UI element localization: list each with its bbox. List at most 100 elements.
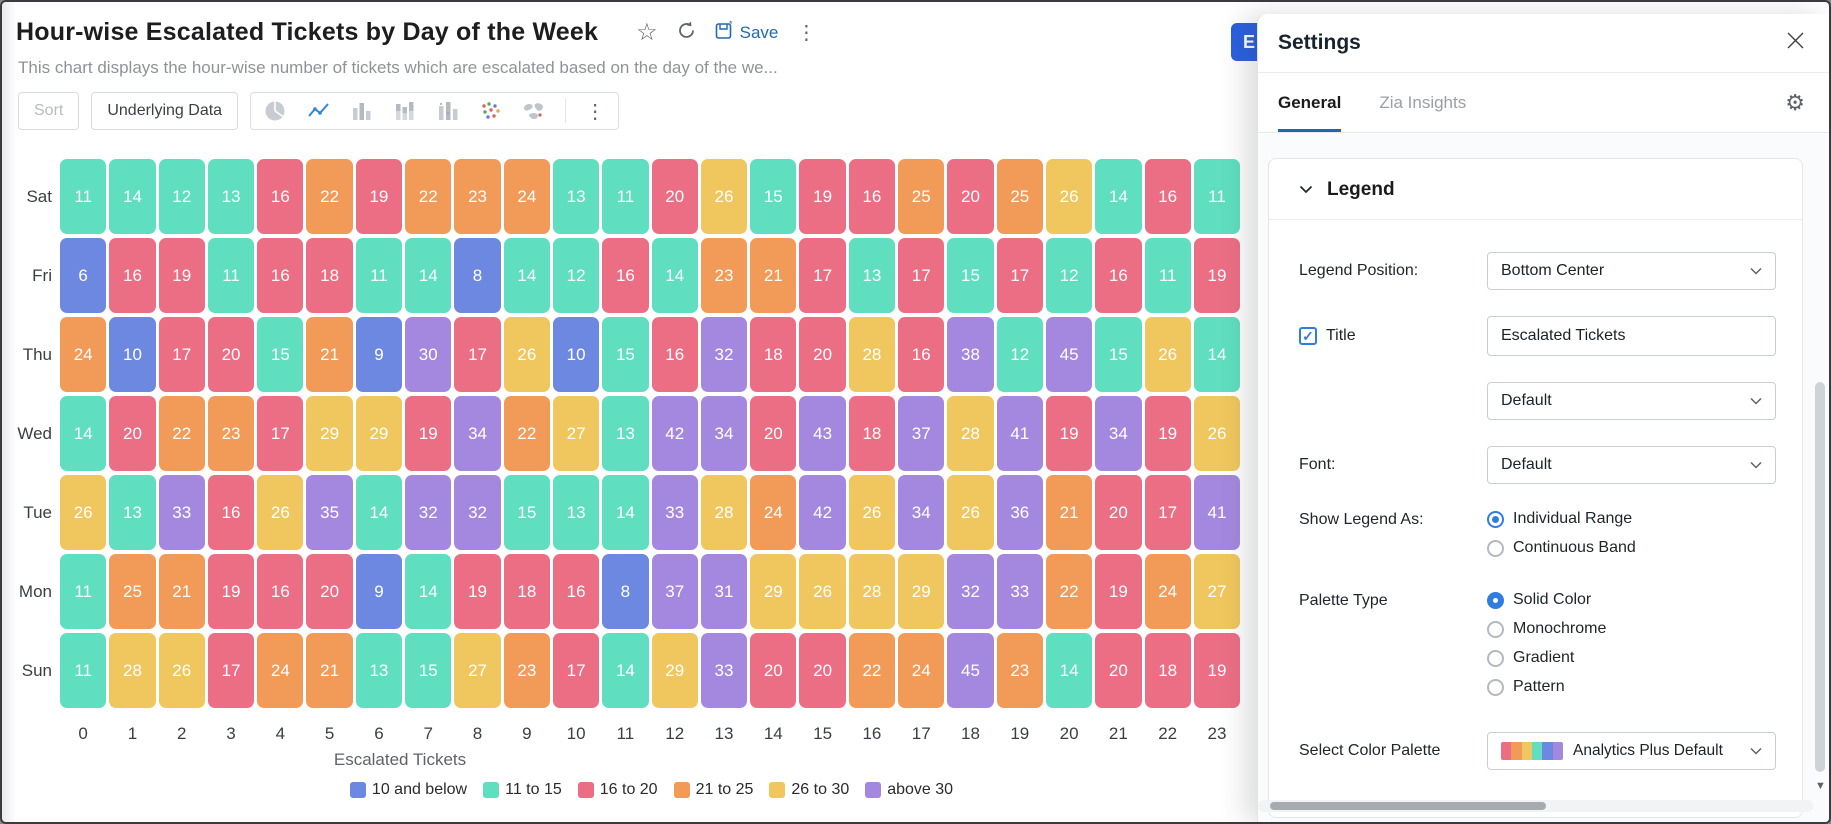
heatmap-cell[interactable]: 19 <box>1095 554 1142 629</box>
radio-button[interactable] <box>1487 678 1504 696</box>
heatmap-cell[interactable]: 38 <box>947 317 994 392</box>
heatmap-cell[interactable]: 17 <box>1144 475 1191 550</box>
heatmap-cell[interactable]: 29 <box>651 633 698 708</box>
heatmap-cell[interactable]: 20 <box>799 633 846 708</box>
font-dropdown[interactable]: Default <box>1487 446 1776 484</box>
heatmap-cell[interactable]: 20 <box>947 159 994 234</box>
heatmap-cell[interactable]: 26 <box>1193 396 1241 471</box>
title-checkbox[interactable]: ✓ <box>1299 327 1317 345</box>
heatmap-cell[interactable]: 25 <box>109 554 156 629</box>
heatmap-cell[interactable]: 14 <box>109 159 156 234</box>
heatmap-cell[interactable]: 21 <box>158 554 205 629</box>
radio-individual-range[interactable]: Individual Range <box>1487 510 1636 528</box>
heatmap-cell[interactable]: 37 <box>651 554 698 629</box>
heatmap-cell[interactable]: 15 <box>1095 317 1142 392</box>
heatmap-cell[interactable]: 22 <box>306 159 353 234</box>
heatmap-cell[interactable]: 9 <box>355 554 403 629</box>
heatmap-cell[interactable]: 16 <box>257 238 304 313</box>
heatmap-cell[interactable]: 12 <box>996 317 1043 392</box>
heatmap-cell[interactable]: 11 <box>60 159 107 234</box>
heatmap-cell[interactable]: 29 <box>355 396 403 471</box>
heatmap-cell[interactable]: 16 <box>207 475 255 550</box>
heatmap-cell[interactable]: 27 <box>454 633 501 708</box>
heatmap-cell[interactable]: 6 <box>60 238 107 313</box>
heatmap-cell[interactable]: 21 <box>1045 475 1093 550</box>
heatmap-cell[interactable]: 19 <box>1144 396 1191 471</box>
heatmap-cell[interactable]: 28 <box>848 317 896 392</box>
radio-button[interactable] <box>1487 591 1504 609</box>
heatmap-cell[interactable]: 45 <box>1045 317 1093 392</box>
heatmap-cell[interactable]: 17 <box>207 633 255 708</box>
heatmap-cell[interactable]: 24 <box>898 633 945 708</box>
heatmap-cell[interactable]: 26 <box>503 317 550 392</box>
heatmap-cell[interactable]: 10 <box>552 317 600 392</box>
heatmap-cell[interactable]: 11 <box>60 554 107 629</box>
heatmap-cell[interactable]: 24 <box>257 633 304 708</box>
heatmap-cell[interactable]: 17 <box>454 317 501 392</box>
heatmap-cell[interactable]: 13 <box>355 633 403 708</box>
heatmap-cell[interactable]: 13 <box>109 475 156 550</box>
more-chart-types-icon[interactable]: ⋮ <box>585 100 606 123</box>
heatmap-cell[interactable]: 16 <box>651 317 698 392</box>
line-chart-icon[interactable] <box>307 100 331 122</box>
heatmap-cell[interactable]: 20 <box>750 396 797 471</box>
heatmap-cell[interactable]: 14 <box>602 475 649 550</box>
heatmap-cell[interactable]: 8 <box>454 238 501 313</box>
heatmap-cell[interactable]: 19 <box>355 159 403 234</box>
heatmap-cell[interactable]: 13 <box>848 238 896 313</box>
heatmap-cell[interactable]: 10 <box>109 317 156 392</box>
heatmap-cell[interactable]: 28 <box>700 475 748 550</box>
legend-item[interactable]: above 30 <box>865 781 953 799</box>
heatmap-cell[interactable]: 20 <box>799 317 846 392</box>
radio-solid-color[interactable]: Solid Color <box>1487 591 1606 609</box>
heatmap-cell[interactable]: 23 <box>700 238 748 313</box>
legend-item[interactable]: 10 and below <box>349 781 467 799</box>
vertical-scrollbar-thumb[interactable] <box>1815 382 1825 772</box>
heatmap-cell[interactable]: 13 <box>207 159 255 234</box>
heatmap-cell[interactable]: 14 <box>60 396 107 471</box>
heatmap-cell[interactable]: 24 <box>503 159 550 234</box>
heatmap-cell[interactable]: 14 <box>1193 317 1241 392</box>
heatmap-cell[interactable]: 20 <box>109 396 156 471</box>
heatmap-cell[interactable]: 19 <box>1045 396 1093 471</box>
heatmap-cell[interactable]: 9 <box>355 317 403 392</box>
heatmap-cell[interactable]: 14 <box>1045 633 1093 708</box>
radio-button[interactable] <box>1487 649 1504 667</box>
color-palette-dropdown[interactable]: Analytics Plus Default <box>1487 732 1776 770</box>
heatmap-cell[interactable]: 20 <box>651 159 698 234</box>
underlying-data-button[interactable]: Underlying Data <box>91 92 239 130</box>
heatmap-cell[interactable]: 14 <box>355 475 403 550</box>
heatmap-cell[interactable]: 28 <box>109 633 156 708</box>
heatmap-cell[interactable]: 18 <box>1144 633 1191 708</box>
horizontal-scrollbar[interactable] <box>1258 800 1813 812</box>
radio-button[interactable] <box>1487 510 1504 528</box>
radio-pattern[interactable]: Pattern <box>1487 678 1606 696</box>
heatmap-cell[interactable]: 33 <box>651 475 698 550</box>
heatmap-cell[interactable]: 23 <box>207 396 255 471</box>
radio-continuous-band[interactable]: Continuous Band <box>1487 539 1636 557</box>
heatmap-cell[interactable]: 26 <box>799 554 846 629</box>
heatmap-cell[interactable]: 11 <box>1193 159 1241 234</box>
heatmap-cell[interactable]: 17 <box>257 396 304 471</box>
heatmap-cell[interactable]: 20 <box>1095 633 1142 708</box>
heatmap-cell[interactable]: 26 <box>257 475 304 550</box>
heatmap-cell[interactable]: 14 <box>503 238 550 313</box>
heatmap-cell[interactable]: 26 <box>848 475 896 550</box>
legend-title-input[interactable] <box>1487 316 1776 356</box>
heatmap-cell[interactable]: 11 <box>355 238 403 313</box>
heatmap-cell[interactable]: 25 <box>898 159 945 234</box>
combo-chart-icon[interactable] <box>436 100 460 122</box>
heatmap-cell[interactable]: 20 <box>1095 475 1142 550</box>
heatmap-cell[interactable]: 18 <box>750 317 797 392</box>
heatmap-cell[interactable]: 42 <box>651 396 698 471</box>
heatmap-cell[interactable]: 33 <box>700 633 748 708</box>
heatmap-cell[interactable]: 22 <box>405 159 452 234</box>
heatmap-cell[interactable]: 17 <box>799 238 846 313</box>
scatter-chart-icon[interactable] <box>479 100 503 122</box>
heatmap-cell[interactable]: 16 <box>898 317 945 392</box>
heatmap-cell[interactable]: 14 <box>602 633 649 708</box>
heatmap-cell[interactable]: 22 <box>158 396 205 471</box>
heatmap-cell[interactable]: 28 <box>947 396 994 471</box>
heatmap-cell[interactable]: 22 <box>848 633 896 708</box>
heatmap-cell[interactable]: 15 <box>602 317 649 392</box>
